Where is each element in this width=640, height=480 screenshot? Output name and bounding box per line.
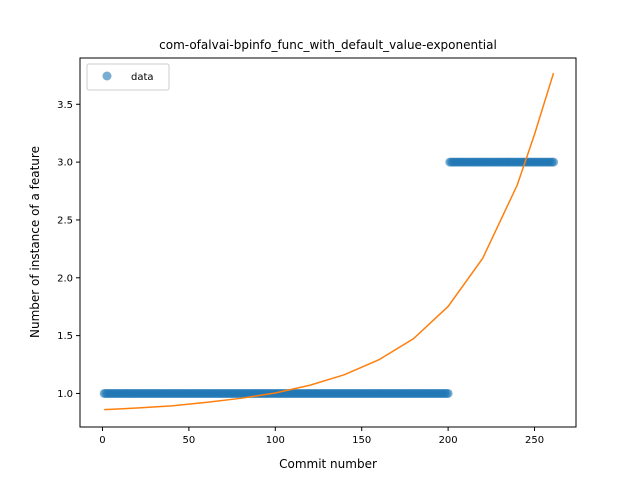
x-tick-label: 150 — [352, 435, 371, 446]
legend-marker-data — [102, 71, 112, 81]
chart-title: com-ofalvai-bpinfo_func_with_default_val… — [159, 38, 497, 52]
y-axis-label: Number of instance of a feature — [28, 146, 42, 338]
data-point — [443, 388, 453, 398]
y-tick-label: 2.5 — [57, 215, 73, 226]
data-points-layer — [99, 157, 559, 398]
legend-label-data: data — [131, 72, 154, 83]
x-axis-ticks: 0 50 100 150 200 250 — [99, 427, 544, 446]
y-tick-label: 2.0 — [57, 273, 73, 284]
fit-curve-line — [104, 72, 555, 411]
x-tick-label: 100 — [266, 435, 285, 446]
legend-box — [86, 63, 170, 91]
plot-frame — [79, 57, 577, 428]
x-tick-label: 250 — [525, 435, 544, 446]
y-tick-label: 1.0 — [57, 389, 73, 400]
fit-curve-layer — [104, 72, 555, 411]
y-tick-label: 3.5 — [57, 100, 73, 111]
legend: data — [86, 63, 170, 91]
x-tick-label: 200 — [439, 435, 458, 446]
plot-background — [80, 58, 576, 427]
y-tick-label: 3.0 — [57, 158, 73, 169]
y-tick-label: 1.5 — [57, 331, 73, 342]
plot-area — [80, 58, 576, 427]
data-point — [549, 157, 559, 167]
y-axis-ticks: 1.0 1.5 2.0 2.5 3.0 3.5 — [57, 100, 80, 400]
x-tick-label: 0 — [99, 435, 105, 446]
x-axis-label: Commit number — [279, 457, 377, 471]
x-tick-label: 50 — [183, 435, 196, 446]
